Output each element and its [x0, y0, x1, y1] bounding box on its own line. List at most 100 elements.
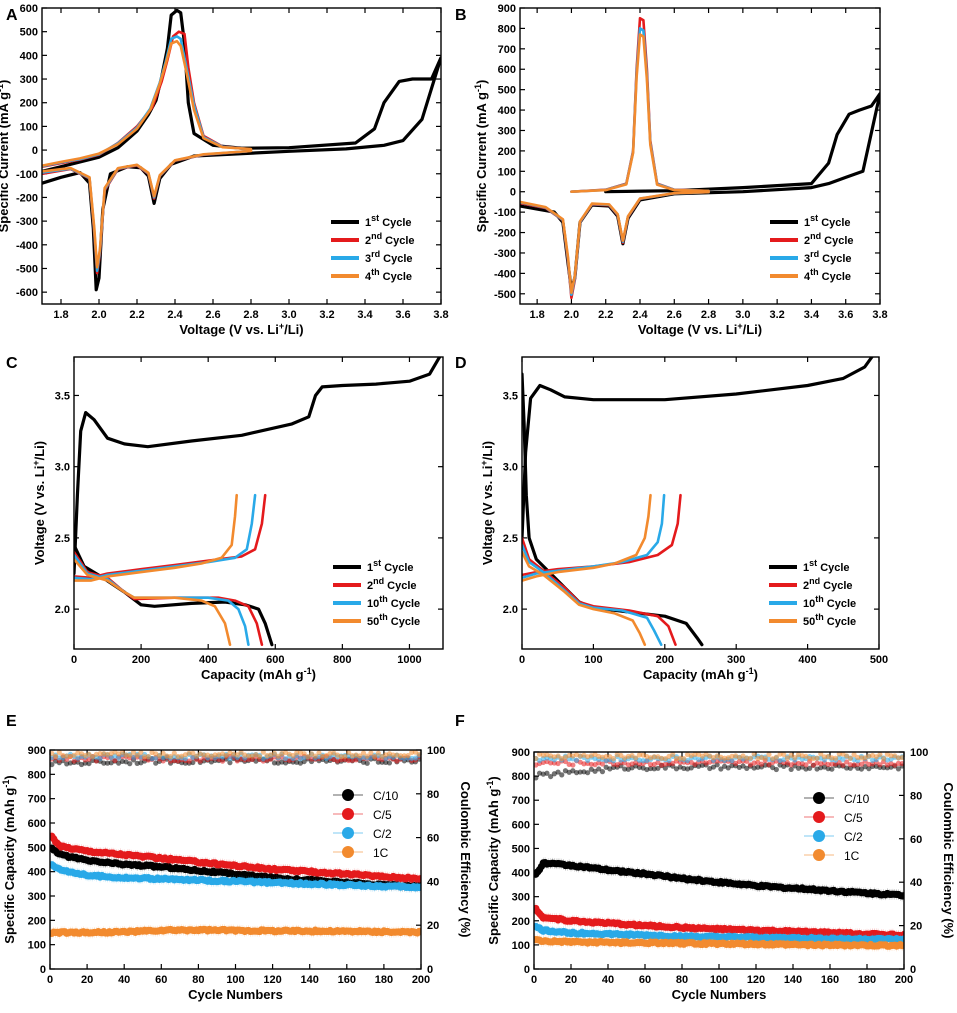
efficiency-point	[844, 759, 850, 765]
series-line-0	[42, 8, 441, 292]
legend-label-sup: st	[810, 213, 818, 223]
legend-label-end: Cycle	[820, 580, 852, 592]
legend-label: 2nd Cycle	[804, 231, 854, 247]
legend-label-main: 1	[365, 217, 371, 229]
efficiency-point	[360, 750, 367, 756]
legend-label: C/5	[844, 811, 863, 825]
efficiency-point	[409, 755, 415, 761]
x-tick-label: 0	[519, 654, 525, 666]
x-tick-label: 80	[192, 974, 204, 986]
efficiency-point	[858, 755, 865, 761]
x-tick-label: 3.8	[872, 309, 887, 321]
efficiency-point	[729, 758, 735, 764]
efficiency-point	[416, 751, 421, 757]
legend-label-main: 2	[804, 235, 810, 247]
y-tick-label: 300	[28, 891, 46, 903]
capacity-point	[900, 935, 904, 943]
x-tick-label: 160	[338, 974, 356, 986]
efficiency-point	[338, 754, 344, 760]
efficiency-point	[807, 755, 813, 762]
efficiency-point	[781, 752, 787, 758]
legend-label-main: 10	[367, 598, 379, 610]
efficiency-point	[397, 753, 404, 759]
y-axis-title: Voltage (V vs. Li+/Li)	[31, 441, 47, 565]
panel-a: A 1.8 2.0 2.2 2.4 2.6 2.8 3.0 3.2 3.4 3.6 3.8 600 500…	[0, 3, 449, 337]
x-tick-label: 3.0	[735, 309, 750, 321]
legend-marker	[813, 830, 825, 842]
y-tick-label: -200	[16, 192, 38, 204]
y2-tick-label: 80	[910, 790, 922, 802]
efficiency-point	[647, 762, 654, 768]
x-tick-label: 600	[266, 654, 284, 666]
y-tick-label: 100	[20, 121, 38, 133]
x-tick-label: 160	[821, 974, 839, 986]
efficiency-point	[855, 761, 861, 767]
efficiency-point	[655, 765, 661, 771]
y-tick-label: 900	[28, 745, 46, 757]
efficiency-point	[260, 750, 266, 755]
y-tick-label: 400	[498, 105, 516, 117]
x-tick-label: 2.8	[243, 309, 258, 321]
legend-label: 4th Cycle	[365, 267, 412, 283]
efficiency-point	[603, 753, 609, 760]
efficiency-point	[234, 752, 240, 758]
x-axis-title-end: /Li)	[743, 322, 763, 337]
y2-axis-title: Coulombic Efficiency (%)	[941, 782, 956, 938]
x-axis-title-sup: -1	[746, 666, 754, 676]
efficiency-point	[186, 758, 192, 764]
legend-label-sup: st	[371, 213, 379, 223]
efficiency-point	[142, 754, 148, 760]
panel-letter: D	[455, 355, 467, 372]
legend-label-end: Cycle	[388, 598, 420, 610]
efficiency-point	[847, 765, 853, 771]
efficiency-point	[97, 755, 103, 762]
efficiency-point	[788, 766, 794, 773]
y2-tick-label: 40	[427, 876, 439, 888]
efficiency-point	[138, 750, 144, 756]
x-tick-label: 400	[798, 654, 816, 666]
efficiency-point	[86, 751, 92, 757]
x-tick-label: 0	[531, 974, 537, 986]
x-axis-title-main: Capacity (mAh g	[643, 667, 746, 682]
efficiency-point	[282, 756, 289, 762]
efficiency-point	[758, 761, 765, 767]
x-tick-label: 60	[155, 974, 167, 986]
plot-frame	[521, 356, 880, 650]
x-tick-label: 200	[656, 654, 674, 666]
legend-label-main: 3	[804, 253, 810, 265]
y-axis-title-main: Voltage (V vs. Li	[32, 466, 47, 565]
plot-area	[74, 357, 442, 647]
efficiency-point	[895, 755, 902, 761]
x-tick-label: 140	[784, 974, 802, 986]
y-tick-label: 500	[498, 85, 516, 97]
efficiency-point	[866, 766, 872, 772]
legend-label: 1st Cycle	[803, 558, 850, 574]
legend-label-sup: st	[809, 558, 817, 568]
y-axis-title-sup: -1	[473, 84, 483, 92]
efficiency-point	[130, 750, 137, 755]
x-tick-label: 3.4	[804, 309, 820, 321]
y-tick-label: 3.0	[503, 462, 518, 474]
x-tick-label: 2.0	[91, 309, 106, 321]
x-axis-title: Voltage (V vs. Li+/Li)	[179, 321, 303, 337]
efficiency-point	[346, 757, 352, 764]
legend-label: 2nd Cycle	[803, 576, 853, 592]
legend-label-sup: nd	[371, 231, 382, 241]
efficiency-point	[640, 758, 646, 764]
efficiency-point	[577, 769, 583, 775]
efficiency-point	[160, 750, 166, 756]
efficiency-point	[881, 764, 887, 771]
legend-label-end: Cycle	[379, 217, 411, 229]
x-tick-label: 100	[226, 974, 244, 986]
y-axis-title-end: )	[0, 80, 11, 84]
x-tick-label: 40	[118, 974, 130, 986]
efficiency-point	[534, 775, 539, 781]
x-tick-label: 100	[710, 974, 728, 986]
x-tick-label: 120	[747, 974, 765, 986]
efficiency-point	[829, 766, 835, 772]
efficiency-point	[50, 761, 55, 768]
y-tick-label: 400	[20, 50, 38, 62]
